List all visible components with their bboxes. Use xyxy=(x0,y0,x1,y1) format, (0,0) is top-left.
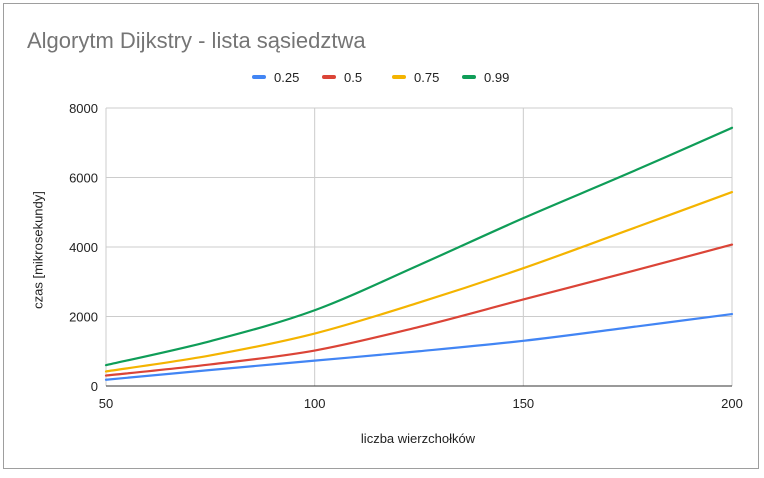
x-tick-label: 50 xyxy=(99,396,113,411)
chart-legend: 0.25 0.5 0.75 0.99 xyxy=(0,68,764,86)
series-line-0-99 xyxy=(104,126,734,367)
chart-frame xyxy=(3,3,759,469)
x-axis-label: liczba wierzchołków xyxy=(360,431,476,446)
x-tick-label: 200 xyxy=(721,396,743,411)
legend-item: 0.99 xyxy=(462,68,509,86)
legend-item: 0.25 xyxy=(252,68,299,86)
legend-swatch xyxy=(392,75,406,79)
legend-label: 0.25 xyxy=(274,69,300,85)
y-tick-label: 8000 xyxy=(69,101,98,116)
legend-swatch xyxy=(252,75,266,79)
legend-label: 0.99 xyxy=(484,69,510,85)
series-line-0-5 xyxy=(104,243,734,377)
y-tick-label: 2000 xyxy=(69,310,98,325)
y-tick-label: 6000 xyxy=(69,171,98,186)
legend-item: 0.5 xyxy=(322,68,362,86)
chart-title: Algorytm Dijkstry - lista sąsiedztwa xyxy=(27,28,366,53)
legend-swatch xyxy=(462,75,476,79)
legend-label: 0.5 xyxy=(344,69,363,85)
series-line-0-25 xyxy=(104,312,734,381)
y-tick-label: 0 xyxy=(91,379,98,394)
legend-label: 0.75 xyxy=(414,69,440,85)
legend-item: 0.75 xyxy=(392,68,439,86)
x-tick-label: 100 xyxy=(304,396,326,411)
y-axis-label: czas [mikrosekundy] xyxy=(30,191,46,309)
x-tick-label: 150 xyxy=(512,396,534,411)
legend-swatch xyxy=(322,75,336,79)
y-tick-label: 4000 xyxy=(69,240,98,255)
series-line-0-75 xyxy=(104,190,734,373)
